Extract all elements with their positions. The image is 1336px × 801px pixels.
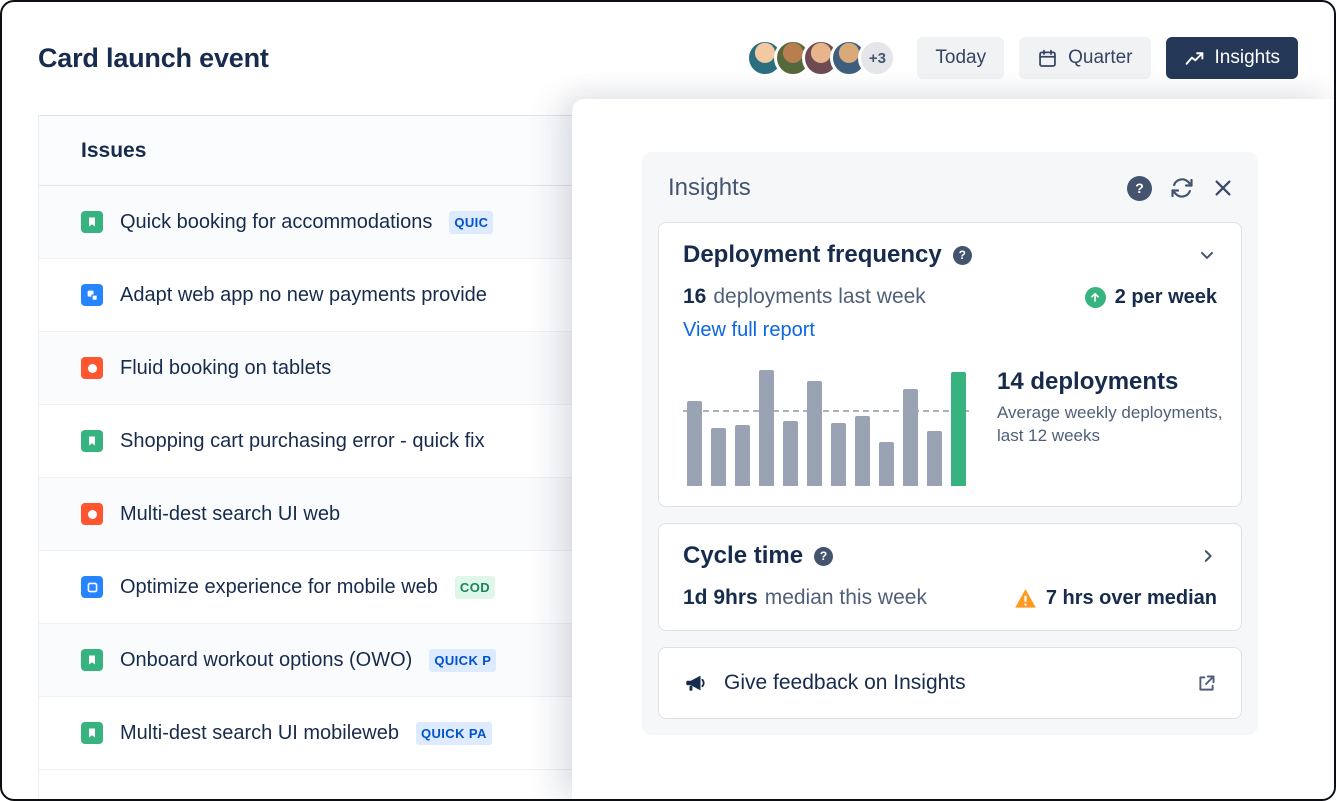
deployment-trend-value: 2 per week <box>1114 285 1217 308</box>
deployment-metric-label: deployments last week <box>713 285 926 308</box>
avatar-list <box>746 39 869 77</box>
cycle-time-card: Cycle time ? 1d 9hrs median this week 7 … <box>658 523 1242 631</box>
help-icon[interactable]: ? <box>814 546 834 566</box>
refresh-icon <box>1170 176 1194 200</box>
header-actions: +3 Today Quarter Insights <box>746 37 1298 79</box>
help-icon[interactable]: ? <box>952 245 972 265</box>
deployment-card-header: Deployment frequency ? <box>683 241 1217 269</box>
issue-badge: COD <box>454 575 496 599</box>
chart-bar <box>903 389 918 486</box>
task-type-icon <box>81 576 103 598</box>
chart-bar <box>879 442 894 486</box>
chart-bar <box>807 380 822 486</box>
warning-icon <box>1014 588 1037 609</box>
megaphone-icon <box>683 672 707 694</box>
issue-title: Multi-dest search UI mobileweb <box>120 721 399 744</box>
story-type-icon <box>81 649 103 671</box>
cycle-card-title: Cycle time <box>683 542 804 569</box>
issue-row[interactable]: Optimize experience for mobile web COD <box>39 551 798 624</box>
deployment-stat-value: 14 deployments <box>997 368 1179 395</box>
chart-bar <box>783 421 798 486</box>
issue-title: Onboard workout options (OWO) <box>120 648 413 671</box>
story-type-icon <box>81 430 103 452</box>
issue-title: Quick booking for accommodations <box>120 210 433 233</box>
cycle-metric-row: 1d 9hrs median this week 7 hrs over medi… <box>683 586 1217 610</box>
issue-badge: QUICK P <box>429 648 497 672</box>
deployment-metric-row: 16 deployments last week 2 per week <box>683 285 1217 309</box>
issue-title: Fluid booking on tablets <box>120 356 332 379</box>
quarter-button[interactable]: Quarter <box>1019 37 1151 79</box>
feedback-card[interactable]: Give feedback on Insights <box>658 647 1242 719</box>
page-title: Card launch event <box>38 42 269 73</box>
issue-badge: QUICK PA <box>416 721 492 745</box>
cycle-warning-text: 7 hrs over median <box>1045 586 1217 609</box>
collapse-card-chevron[interactable] <box>1197 245 1217 265</box>
insights-button-label: Insights <box>1214 47 1280 68</box>
issue-title: Shopping cart purchasing error - quick f… <box>120 429 485 452</box>
insights-button[interactable]: Insights <box>1165 37 1298 79</box>
chart-bar <box>735 424 750 486</box>
external-link-icon <box>1196 673 1217 694</box>
open-cycle-details-chevron[interactable] <box>1199 547 1217 565</box>
chart-bar <box>687 401 702 486</box>
chart-bar <box>711 428 726 486</box>
story-type-icon <box>81 211 103 233</box>
feedback-label: Give feedback on Insights <box>724 671 966 694</box>
deployment-chart <box>683 368 969 486</box>
deployment-card-title: Deployment frequency <box>683 241 942 268</box>
trend-up-icon <box>1084 286 1106 308</box>
insights-overlay: Insights ? <box>572 99 1334 799</box>
subtask-type-icon <box>81 284 103 306</box>
quarter-button-label: Quarter <box>1068 47 1133 68</box>
cycle-card-header: Cycle time ? <box>683 542 1217 570</box>
bug-type-icon <box>81 503 103 525</box>
deployment-chart-row: 14 deployments Average weekly deployment… <box>683 368 1223 486</box>
issue-row[interactable]: Shopping cart purchasing error - quick f… <box>39 405 798 478</box>
chart-bar <box>951 371 966 486</box>
insights-titlebar-icons: ? <box>1127 175 1234 201</box>
close-icon <box>1212 177 1234 199</box>
issue-row[interactable]: Multi-dest search UI mobileweb QUICK PA <box>39 697 798 770</box>
issue-row[interactable]: Adapt web app no new payments provide <box>39 259 798 332</box>
issue-title: Optimize experience for mobile web <box>120 575 438 598</box>
header: Card launch event +3 Today Quarter Insig… <box>2 2 1334 114</box>
insights-chart-icon <box>1184 48 1205 69</box>
chart-average-line <box>683 409 969 412</box>
insights-titlebar: Insights ? <box>658 164 1242 222</box>
insights-widget: Insights ? <box>642 152 1258 735</box>
today-button-label: Today <box>935 47 987 68</box>
deployment-stat-caption: Average weekly deployments, last 12 week… <box>997 403 1223 445</box>
deployment-stat-block: 14 deployments Average weekly deployment… <box>997 368 1225 448</box>
close-button[interactable] <box>1212 177 1234 199</box>
chart-bar <box>759 370 774 486</box>
calendar-icon <box>1037 48 1058 69</box>
help-button[interactable]: ? <box>1127 175 1152 201</box>
story-type-icon <box>81 722 103 744</box>
issue-badge: QUIC <box>449 210 494 234</box>
deployment-bar-chart <box>683 368 969 486</box>
chart-bar <box>927 430 942 486</box>
chart-bar <box>855 416 870 486</box>
help-icon: ? <box>1127 175 1152 201</box>
deployment-metric-value: 16 <box>683 285 707 308</box>
today-button[interactable]: Today <box>917 37 1005 79</box>
bug-type-icon <box>81 357 103 379</box>
chart-bar <box>831 423 846 486</box>
refresh-button[interactable] <box>1170 176 1194 200</box>
deployment-trend: 2 per week <box>1084 285 1217 309</box>
cycle-metric-value: 1d 9hrs <box>683 586 758 609</box>
issue-title: Adapt web app no new payments provide <box>120 283 487 306</box>
cycle-warning: 7 hrs over median <box>1014 587 1217 610</box>
view-full-report-link[interactable]: View full report <box>683 319 815 341</box>
deployment-frequency-card: Deployment frequency ? 16 deployments la… <box>658 222 1242 507</box>
insights-panel-title: Insights <box>668 174 751 201</box>
cycle-metric-label: median this week <box>764 586 927 609</box>
issue-title: Multi-dest search UI web <box>120 502 341 525</box>
avatar-overflow-count[interactable]: +3 <box>858 39 897 77</box>
avatar-group: +3 <box>746 39 897 77</box>
